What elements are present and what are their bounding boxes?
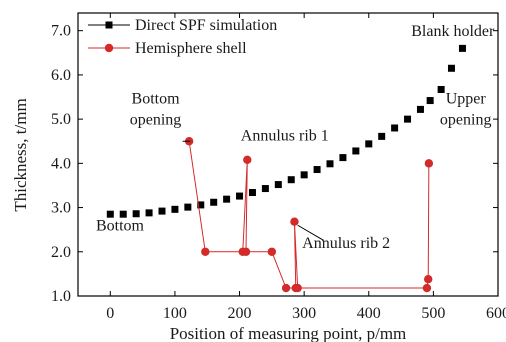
- annotation-label: Annulus rib 2: [302, 235, 390, 252]
- annotation-layer: Blank holder Bottom opening Annulus rib 1 Up…: [96, 23, 495, 252]
- data-point-direct-spf: [378, 132, 386, 140]
- legend-marker-hemisphere: [104, 43, 114, 53]
- data-point-direct-spf: [210, 198, 218, 206]
- data-point-direct-spf: [313, 166, 321, 174]
- data-point-hemisphere-shell: [422, 283, 432, 293]
- data-point-direct-spf: [437, 85, 445, 93]
- legend: Direct SPF simulation Hemisphere shell: [88, 17, 277, 57]
- data-point-direct-spf: [236, 192, 244, 200]
- annotation-label: Blank holder: [411, 23, 495, 40]
- x-tick-label: 100: [163, 305, 187, 322]
- data-point-direct-spf: [223, 195, 231, 203]
- data-point-hemisphere-shell: [241, 247, 251, 256]
- x-tick-labels: 0 100 200 300 400 500 600: [106, 305, 506, 322]
- y-axis-label: Thickness, t/mm: [11, 98, 30, 211]
- data-point-direct-spf: [391, 124, 399, 132]
- data-point-direct-spf: [300, 171, 308, 179]
- data-point-direct-spf: [339, 154, 347, 162]
- plot-frame: [77, 12, 499, 297]
- data-point-hemisphere-shell: [424, 159, 434, 168]
- data-point-direct-spf: [287, 176, 295, 184]
- y-tick-label: 6.0: [51, 67, 71, 84]
- series-line-hemisphere-shell: [188, 141, 430, 289]
- data-point-hemisphere-shell: [201, 247, 210, 256]
- data-point-direct-spf: [119, 210, 127, 218]
- x-tick-label: 400: [357, 305, 381, 322]
- data-point-direct-spf: [274, 181, 282, 189]
- y-tick-label: 7.0: [51, 23, 71, 40]
- axis-ticks: [78, 13, 499, 297]
- data-point-direct-spf: [158, 207, 166, 215]
- legend-label-direct-spf: Direct SPF simulation: [135, 17, 277, 34]
- data-point-direct-spf: [404, 115, 412, 123]
- y-tick-label: 3.0: [51, 200, 71, 217]
- series-layer: [106, 44, 466, 293]
- x-tick-label: 500: [421, 305, 445, 322]
- data-point-hemisphere-shell: [281, 283, 291, 293]
- annotation-label: Annulus rib 1: [241, 127, 329, 144]
- annotation-pointer: [297, 224, 324, 241]
- annotation-label: opening: [130, 111, 182, 128]
- x-tick-label: 600: [486, 305, 506, 322]
- x-tick-label: 200: [228, 305, 252, 322]
- data-point-direct-spf: [261, 185, 269, 193]
- data-point-direct-spf: [416, 105, 424, 113]
- y-tick-labels: 1.0 2.0 3.0 4.0 5.0 6.0 7.0: [51, 23, 71, 305]
- annotation-label: opening: [440, 111, 492, 128]
- data-point-direct-spf: [447, 64, 455, 72]
- data-point-direct-spf: [145, 209, 153, 217]
- data-point-hemisphere-shell: [243, 155, 252, 165]
- y-tick-label: 5.0: [51, 111, 71, 128]
- y-tick-label: 1.0: [51, 288, 71, 305]
- data-point-direct-spf: [106, 210, 114, 218]
- data-point-direct-spf: [426, 97, 434, 105]
- annotation-label: Upper: [446, 91, 487, 108]
- legend-label-hemisphere: Hemisphere shell: [135, 40, 247, 57]
- data-point-direct-spf: [352, 147, 360, 155]
- data-point-direct-spf: [326, 160, 334, 168]
- data-point-direct-spf: [171, 205, 179, 213]
- x-tick-label: 0: [106, 305, 114, 322]
- y-tick-label: 2.0: [51, 244, 71, 261]
- x-tick-label: 300: [292, 305, 316, 322]
- data-point-hemisphere-shell: [290, 217, 299, 226]
- data-point-direct-spf: [365, 140, 373, 148]
- data-point-hemisphere-shell: [267, 247, 277, 256]
- data-point-hemisphere-shell: [424, 274, 433, 284]
- x-axis-label: Position of measuring point, p/mm: [170, 324, 407, 342]
- y-tick-label: 4.0: [51, 155, 71, 172]
- annotation-label: Bottom: [96, 218, 145, 235]
- annotation-label: Bottom: [132, 91, 181, 108]
- data-point-hemisphere-shell: [293, 283, 302, 293]
- legend-marker-direct-spf: [105, 21, 113, 29]
- data-point-direct-spf: [184, 203, 192, 211]
- data-point-direct-spf: [132, 210, 140, 218]
- data-point-direct-spf: [197, 201, 205, 209]
- data-point-direct-spf: [248, 189, 256, 197]
- data-point-direct-spf: [458, 44, 466, 52]
